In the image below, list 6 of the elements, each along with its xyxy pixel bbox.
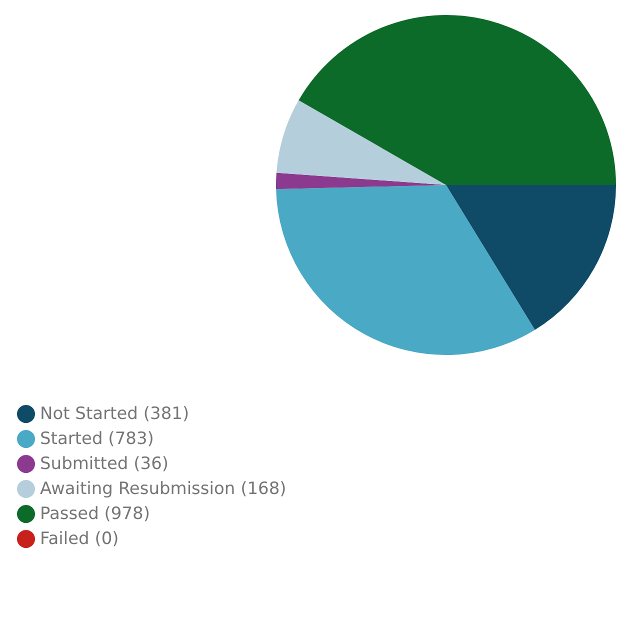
legend-label: Started (783): [40, 429, 154, 449]
legend-label: Awaiting Resubmission (168): [40, 479, 286, 499]
legend-label: Passed (978): [40, 504, 150, 524]
legend-label: Failed (0): [40, 529, 119, 549]
legend-label: Submitted (36): [40, 454, 169, 474]
legend-label: Not Started (381): [40, 404, 190, 424]
